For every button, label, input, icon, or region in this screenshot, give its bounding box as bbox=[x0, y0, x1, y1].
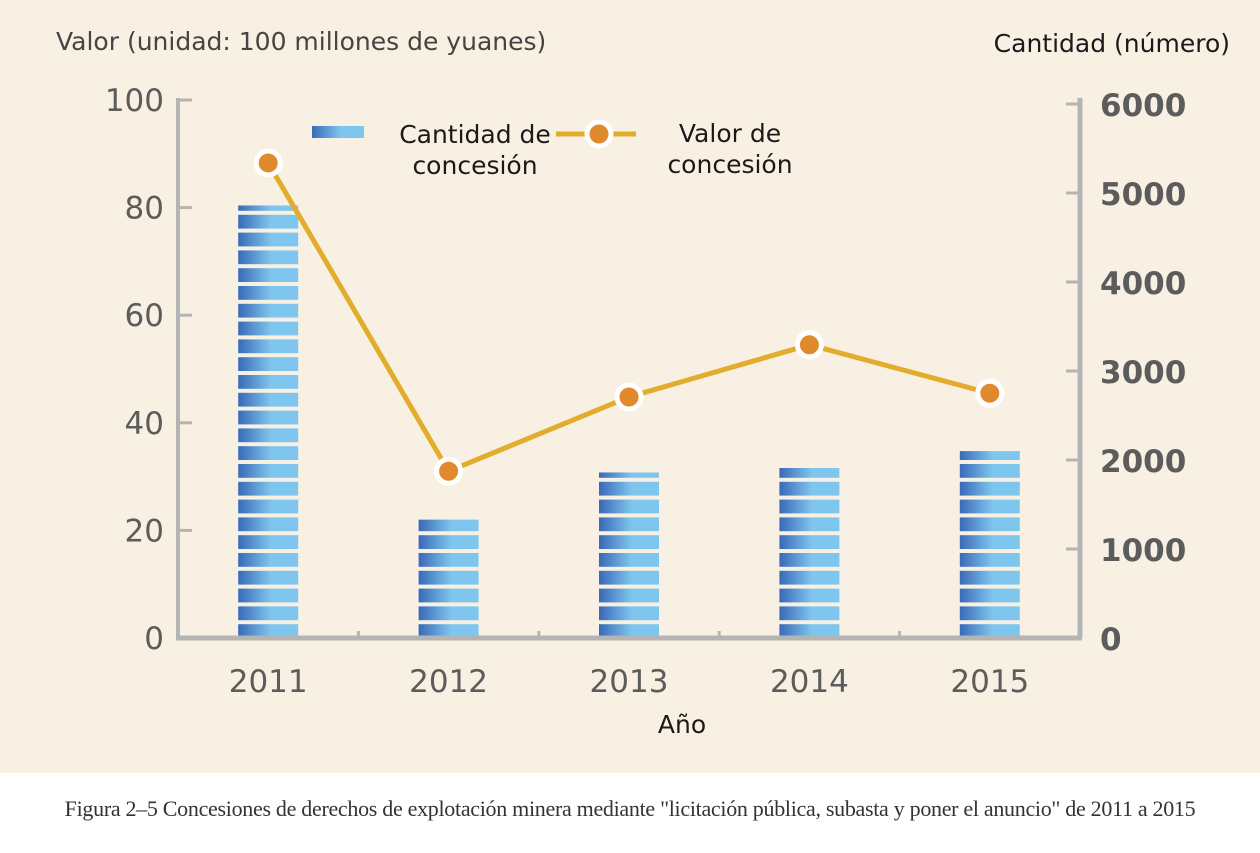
left-tick-label: 0 bbox=[144, 621, 164, 657]
legend-label-line: Valor de concesión bbox=[667, 119, 792, 179]
x-tick-label: 2013 bbox=[590, 664, 669, 700]
bar-2011 bbox=[238, 205, 299, 638]
left-tick-label: 80 bbox=[125, 191, 164, 227]
x-axis-title: Año bbox=[658, 710, 706, 739]
right-tick-label: 0 bbox=[1100, 622, 1122, 658]
right-tick-label: 4000 bbox=[1100, 266, 1186, 302]
left-tick-label: 60 bbox=[125, 298, 164, 334]
left-tick-label: 40 bbox=[125, 406, 164, 442]
line-point-2012 bbox=[434, 456, 464, 486]
x-tick-label: 2015 bbox=[950, 664, 1029, 700]
left-tick-label: 20 bbox=[125, 513, 164, 549]
left-tick-label: 100 bbox=[105, 83, 164, 119]
x-tick-label: 2012 bbox=[409, 664, 488, 700]
chart-panel: 0 20 40 60 80 100 0 1000 2000 3000 4000 5000 6000 201… bbox=[0, 0, 1260, 773]
chart: 0204060801000100020003000400050006000201… bbox=[0, 0, 1260, 773]
line-point-2014 bbox=[794, 330, 824, 360]
legend-label-bar: Cantidad de concesión bbox=[399, 120, 551, 180]
legend-swatch-bar bbox=[312, 126, 364, 138]
legend-item-valor: Valor de concesión bbox=[556, 119, 793, 179]
line-point-2013 bbox=[614, 382, 644, 412]
right-tick-label: 6000 bbox=[1100, 88, 1186, 124]
right-tick-label: 1000 bbox=[1100, 533, 1186, 569]
x-tick-label: 2011 bbox=[229, 664, 308, 700]
bar-2015 bbox=[959, 451, 1020, 638]
x-tick-label: 2014 bbox=[770, 664, 849, 700]
line-point-2015 bbox=[975, 378, 1005, 408]
left-axis-title: Valor (unidad: 100 millones de yuanes) bbox=[56, 27, 546, 56]
bar-2012 bbox=[418, 519, 479, 638]
right-tick-label: 2000 bbox=[1100, 444, 1186, 480]
legend-swatch-marker bbox=[584, 119, 614, 149]
right-axis-title: Cantidad (número) bbox=[994, 29, 1230, 58]
bar-2014 bbox=[779, 468, 840, 638]
legend-item-cantidad: Cantidad de concesión bbox=[312, 120, 551, 180]
right-tick-label: 3000 bbox=[1100, 355, 1186, 391]
right-tick-label: 5000 bbox=[1100, 177, 1186, 213]
figure-caption: Figura 2–5 Concesiones de derechos de ex… bbox=[64, 796, 1196, 821]
bar-2013 bbox=[599, 472, 659, 638]
line-point-2011 bbox=[253, 148, 283, 178]
